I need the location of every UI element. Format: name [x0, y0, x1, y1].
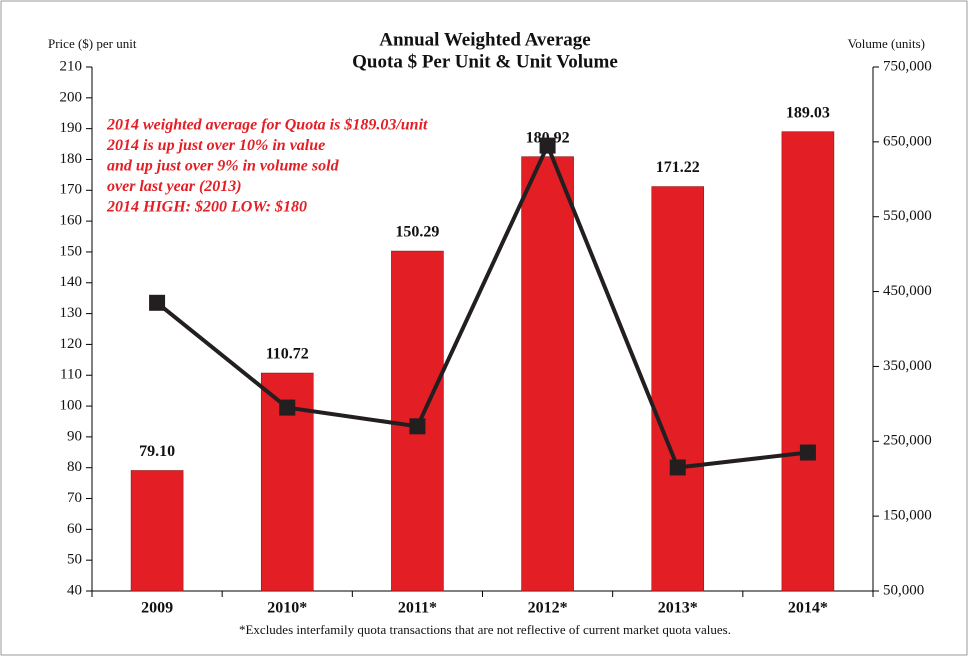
x-tick-label: 2014* [788, 600, 828, 617]
y2-axis-label: Volume (units) [848, 36, 925, 51]
y2-tick-label: 250,000 [883, 433, 932, 449]
y2-tick-label: 750,000 [883, 58, 932, 74]
annotation: 2014 HIGH: $200 LOW: $180 [106, 199, 307, 216]
y-tick-label: 140 [60, 274, 83, 290]
y-tick-label: 120 [60, 336, 83, 352]
y-tick-label: 170 [60, 182, 83, 198]
x-tick-label: 2013* [658, 600, 698, 617]
y2-tick-label: 150,000 [883, 508, 932, 524]
marker [409, 418, 426, 435]
y-tick-label: 60 [67, 521, 82, 537]
marker [149, 294, 166, 311]
data-label: 150.29 [395, 224, 439, 241]
footnote: *Excludes interfamily quota transactions… [239, 622, 731, 637]
data-label: 110.72 [266, 346, 309, 363]
y-axis-label: Price ($) per unit [48, 36, 137, 51]
line [155, 140, 809, 470]
annotation: 2014 is up just over 10% in value [106, 137, 325, 154]
annotation: 2014 weighted average for Quota is $189.… [106, 117, 428, 134]
y-tick-label: 210 [60, 58, 83, 74]
y-tick-label: 190 [60, 120, 83, 136]
y-tick-label: 80 [67, 459, 82, 475]
data-label: 171.22 [656, 159, 700, 176]
y2-tick-label: 350,000 [883, 358, 932, 374]
annotation: over last year (2013) [107, 178, 242, 195]
x-tick-label: 2012* [528, 600, 568, 617]
data-label: 189.03 [786, 104, 830, 121]
bar [130, 470, 184, 592]
y-tick-label: 110 [60, 367, 82, 383]
chart-title: Annual Weighted Average [379, 29, 590, 50]
marker [799, 444, 816, 461]
x-tick-label: 2011* [398, 600, 437, 617]
y2-tick-label: 650,000 [883, 133, 932, 149]
y-tick-label: 200 [60, 89, 83, 105]
bar [651, 186, 705, 592]
y2-tick-label: 550,000 [883, 208, 932, 224]
y2-tick-label: 450,000 [883, 283, 932, 299]
y-tick-label: 50 [67, 552, 82, 568]
annotation: and up just over 9% in volume sold [107, 158, 340, 175]
y2-tick-label: 50,000 [883, 582, 924, 598]
y-tick-label: 100 [60, 397, 83, 413]
chart-title: Quota $ Per Unit & Unit Volume [352, 51, 618, 72]
bar [521, 156, 574, 592]
y-tick-label: 70 [67, 490, 82, 506]
y-tick-label: 180 [60, 151, 83, 167]
marker [279, 399, 296, 416]
y-tick-label: 90 [67, 428, 82, 444]
x-tick-label: 2010* [267, 600, 307, 617]
y-tick-label: 40 [67, 582, 82, 598]
y-tick-label: 150 [60, 243, 83, 259]
x-tick-label: 2009 [141, 600, 173, 617]
y-tick-label: 130 [60, 305, 83, 321]
bar [781, 131, 835, 592]
marker [669, 459, 686, 476]
y-tick-label: 160 [60, 213, 83, 229]
data-label: 79.10 [139, 443, 175, 460]
marker [539, 137, 556, 154]
